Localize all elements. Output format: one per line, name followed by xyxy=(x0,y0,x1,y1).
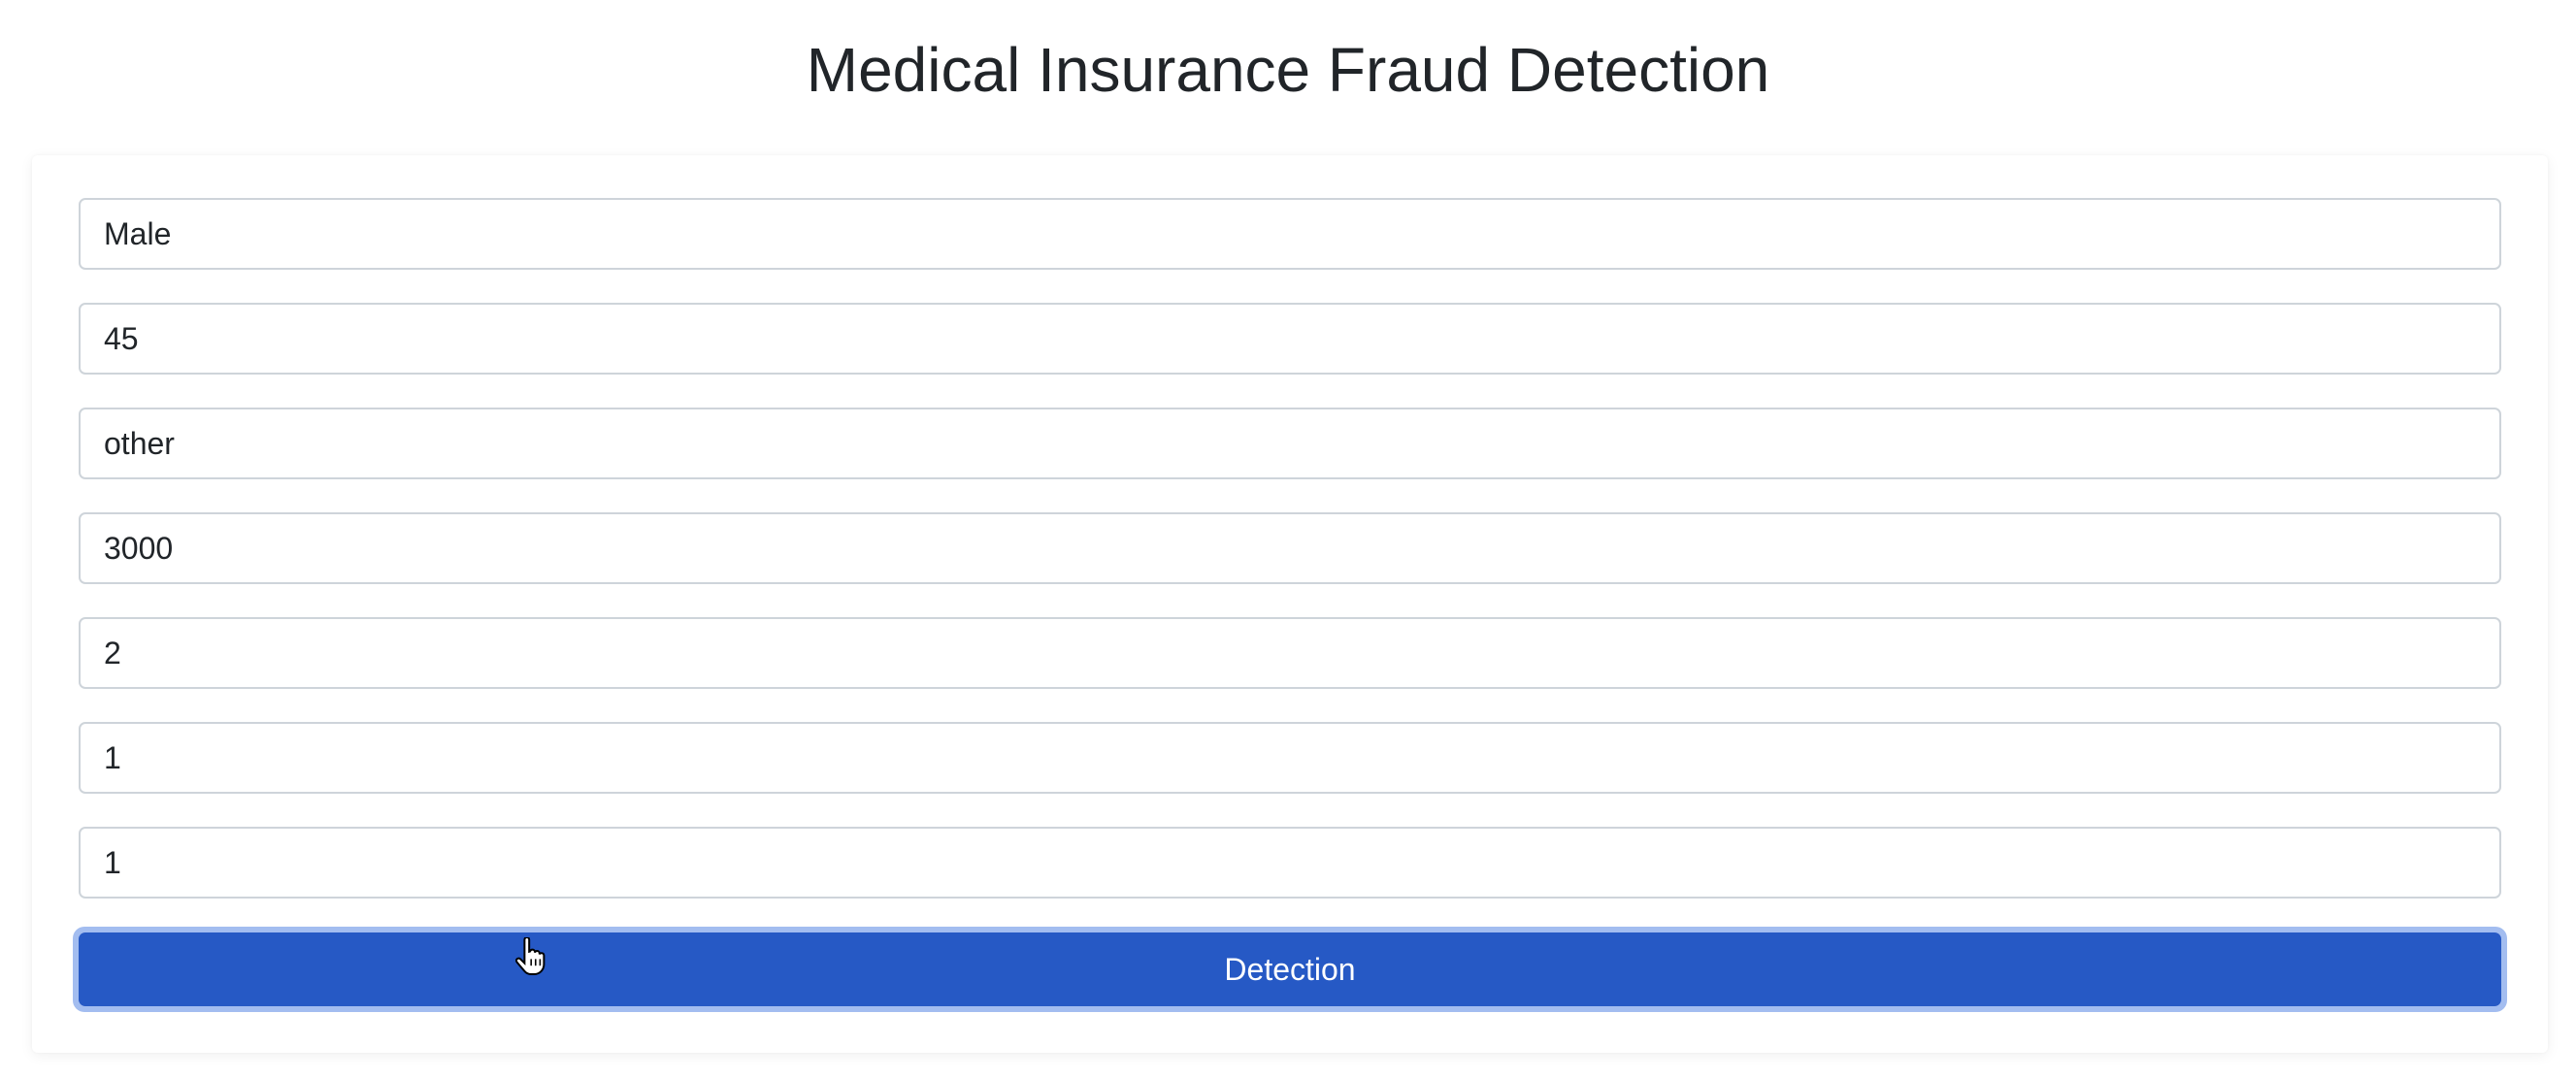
amount-field[interactable] xyxy=(79,512,2501,584)
age-field[interactable] xyxy=(79,303,2501,375)
gender-field[interactable] xyxy=(79,198,2501,270)
count-field[interactable] xyxy=(79,617,2501,689)
detection-button-focus-ring: Detection xyxy=(73,927,2507,1012)
flag-field-1[interactable] xyxy=(79,722,2501,794)
flag-field-2[interactable] xyxy=(79,827,2501,899)
form-card: Detection xyxy=(32,155,2548,1053)
category-field[interactable] xyxy=(79,408,2501,479)
page-title: Medical Insurance Fraud Detection xyxy=(806,35,1770,105)
detection-button[interactable]: Detection xyxy=(79,932,2501,1006)
